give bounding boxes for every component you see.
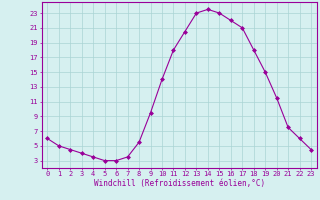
X-axis label: Windchill (Refroidissement éolien,°C): Windchill (Refroidissement éolien,°C): [94, 179, 265, 188]
